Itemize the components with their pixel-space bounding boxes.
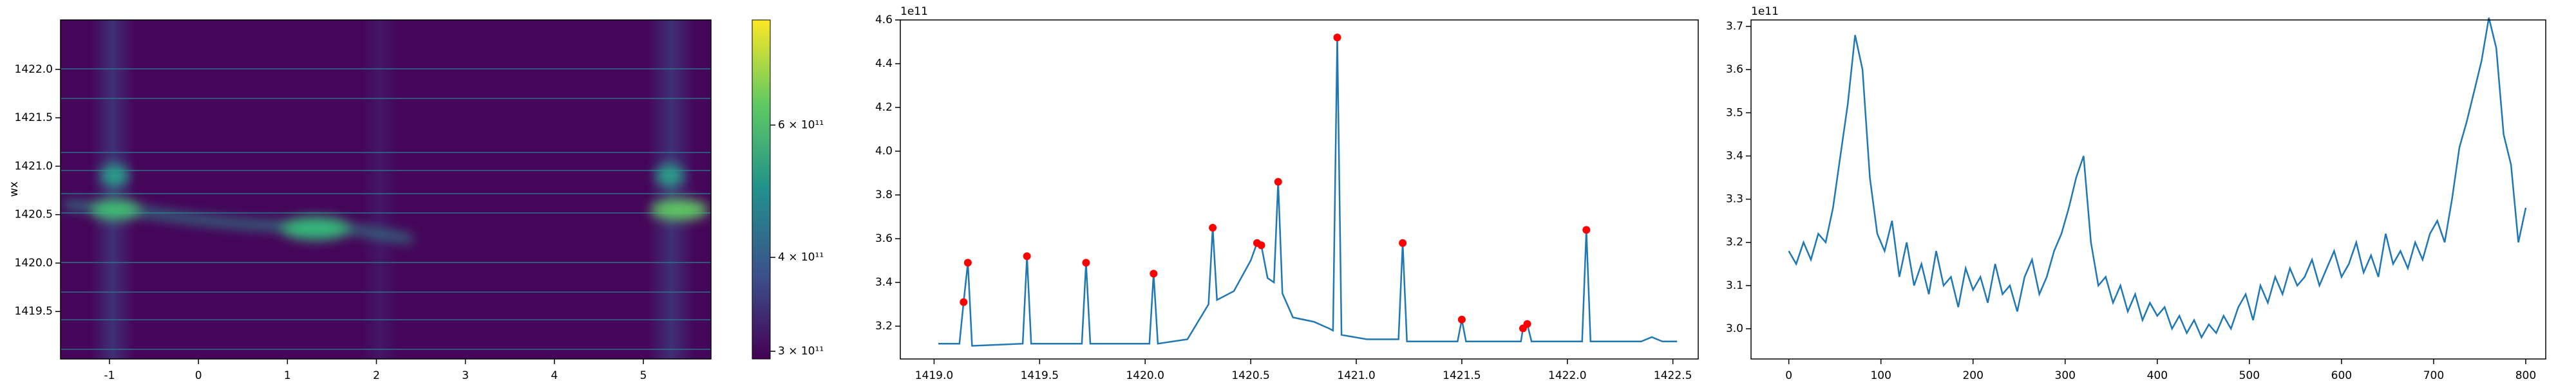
y-tick-label: 3.6 <box>875 232 893 245</box>
y-tick-label: 3.5 <box>1726 106 1743 119</box>
offset-label: 1e11 <box>1751 5 1779 18</box>
y-tick-label: 4.4 <box>875 57 893 70</box>
x-tick-label: 500 <box>2239 369 2260 382</box>
y-tick-label: 4.0 <box>875 145 893 158</box>
x-tick-label: 1422.0 <box>1548 369 1586 382</box>
x-tick-label: 100 <box>1870 369 1891 382</box>
axes-frame <box>900 19 1699 360</box>
x-tick-label: 400 <box>2147 369 2168 382</box>
peak-marker <box>1150 270 1158 278</box>
y-tick-label: 4.6 <box>875 14 893 26</box>
y-tick-label: 1421.0 <box>15 160 53 172</box>
x-tick-label: 600 <box>2331 369 2352 382</box>
peak-marker <box>1582 226 1591 234</box>
x-tick-label: 5 <box>640 369 647 382</box>
y-tick-label: 3.3 <box>1726 193 1743 206</box>
peak-marker <box>1023 252 1031 261</box>
x-tick-label: 200 <box>1962 369 1983 382</box>
y-tick-label: 3.4 <box>875 276 893 289</box>
y-tick-label: 3.2 <box>1726 236 1743 249</box>
y-tick-label: 4.2 <box>875 101 893 114</box>
y-axis-label: wx <box>8 181 21 197</box>
x-tick-label: 1421.5 <box>1443 369 1481 382</box>
heatmap-features <box>64 164 708 244</box>
x-tick-label: 1420.5 <box>1231 369 1269 382</box>
peak-marker <box>1399 239 1407 247</box>
x-tick-label: 300 <box>2055 369 2076 382</box>
y-tick-label: 1421.5 <box>15 111 53 124</box>
x-tick-label: 700 <box>2423 369 2444 382</box>
y-tick-label: 3.0 <box>1726 322 1743 335</box>
x-tick-label: 0 <box>1785 369 1792 382</box>
peak-marker <box>1082 259 1090 267</box>
offset-label: 1e11 <box>900 5 928 18</box>
line <box>1788 17 2527 340</box>
x-tick-label: 3 <box>462 369 469 382</box>
peak-marker <box>1257 241 1265 250</box>
x-tick-label: -1 <box>104 369 115 382</box>
x-tick-label: 1421.0 <box>1337 369 1375 382</box>
y-tick-label: 3.8 <box>875 188 893 201</box>
axes-frame <box>1750 19 2546 360</box>
y-tick-label: 3.1 <box>1726 279 1743 292</box>
heatmap-rows <box>61 68 711 350</box>
peak-marker <box>963 259 972 267</box>
peak-marker <box>1333 33 1341 42</box>
peak-marker <box>960 298 968 306</box>
colorbar <box>752 19 771 360</box>
colorbar-tick-label: 6 × 10¹¹ <box>778 118 824 131</box>
peak-marker <box>1523 320 1531 328</box>
peak-marker <box>1274 178 1282 186</box>
colorbar-tick-label: 4 × 10¹¹ <box>778 251 824 264</box>
y-tick-label: 1419.5 <box>15 305 53 318</box>
x-tick-label: 1419.5 <box>1021 369 1059 382</box>
x-tick-label: 4 <box>551 369 558 382</box>
x-tick-label: 2 <box>373 369 380 382</box>
colorbar-tick-label: 3 × 10¹¹ <box>778 345 824 358</box>
y-tick-label: 3.6 <box>1726 63 1743 76</box>
heatmap-band <box>361 20 399 359</box>
y-tick-label: 1420.0 <box>15 257 53 270</box>
heatmap-band <box>647 20 696 359</box>
heatmap-band <box>90 20 135 359</box>
x-tick-label: 1419.0 <box>915 369 953 382</box>
axes-frame <box>60 19 712 360</box>
y-tick-label: 1420.5 <box>15 208 53 221</box>
x-tick-label: 800 <box>2515 369 2536 382</box>
peak-marker <box>1457 315 1466 324</box>
y-tick-label: 3.4 <box>1726 149 1743 162</box>
y-tick-label: 3.2 <box>875 320 893 333</box>
y-tick-label: 1422.0 <box>15 63 53 76</box>
x-tick-label: 1422.5 <box>1654 369 1692 382</box>
line <box>938 37 1678 347</box>
y-tick-label: 3.7 <box>1726 20 1743 33</box>
x-tick-label: 0 <box>195 369 202 382</box>
x-tick-label: 1 <box>284 369 291 382</box>
peak-marker <box>1209 224 1217 232</box>
x-tick-label: 1420.0 <box>1126 369 1164 382</box>
heatmap-image <box>61 20 711 359</box>
